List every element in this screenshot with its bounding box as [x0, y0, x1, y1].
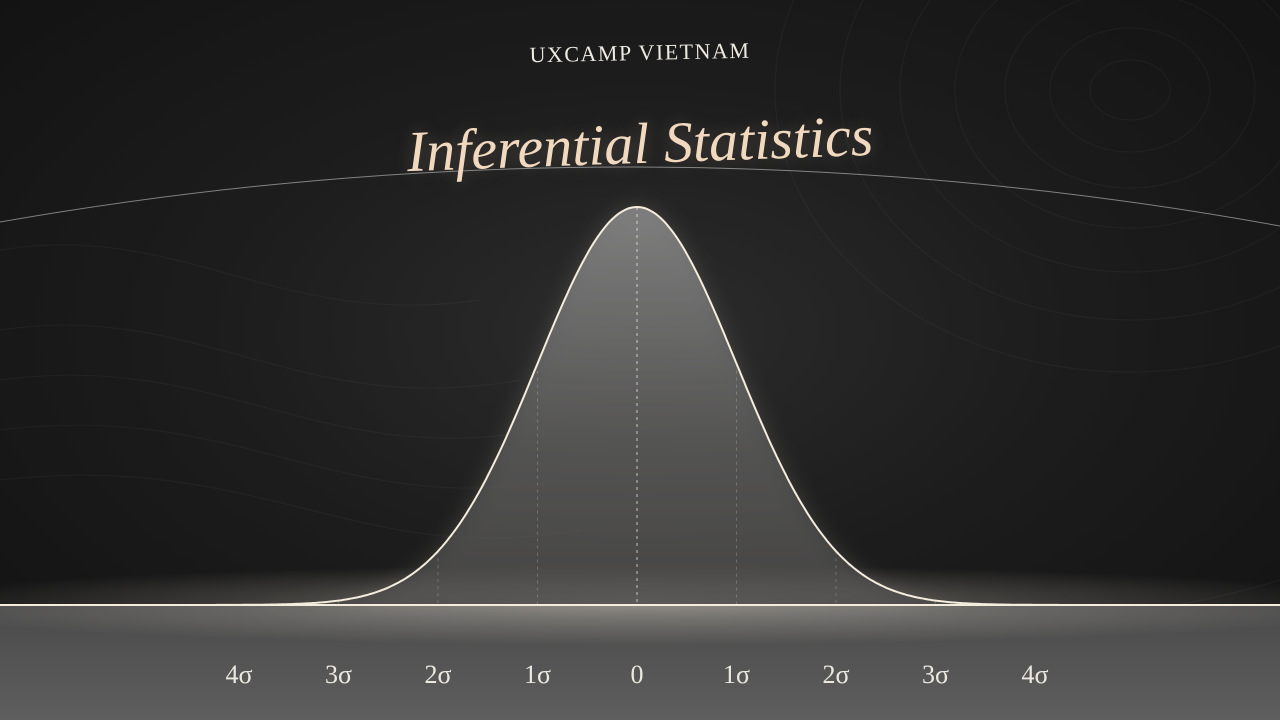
tick-label-7: 3σ [922, 660, 949, 689]
tick-label-8: 4σ [1021, 660, 1048, 689]
horizon-arc [0, 166, 1280, 227]
tick-label-4: 0 [631, 660, 644, 689]
tick-label-2: 2σ [424, 660, 451, 689]
tick-label-6: 2σ [822, 660, 849, 689]
tick-label-3: 1σ [524, 660, 551, 689]
tick-label-5: 1σ [723, 660, 750, 689]
tick-label-0: 4σ [225, 660, 252, 689]
bell-curve-line [199, 205, 1075, 606]
tick-label-1: 3σ [325, 660, 352, 689]
